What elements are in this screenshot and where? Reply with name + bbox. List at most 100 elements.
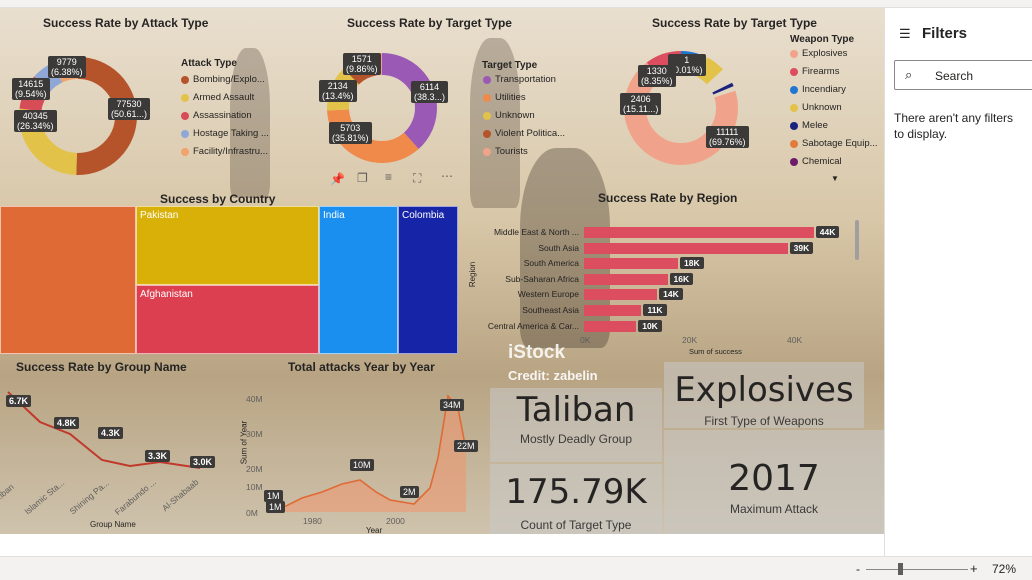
treemap-cell-afghanistan[interactable]: Afghanistan [136, 285, 319, 354]
legend-item[interactable]: Facility/Infrastru... [181, 146, 268, 157]
card-label: Mostly Deadly Group [519, 432, 633, 446]
data-label: 22M [454, 440, 478, 452]
zoom-in-button[interactable]: + [970, 561, 978, 576]
filter-lines-icon[interactable]: ☰ [899, 26, 911, 41]
x-tick: 1980 [303, 516, 322, 526]
background-photo [230, 48, 270, 198]
attack-type-visual[interactable]: Success Rate by Attack Type 9779 (6.38%)… [0, 8, 275, 188]
group-title: Success Rate by Group Name [16, 360, 187, 374]
legend-marker [790, 85, 798, 94]
legend-item[interactable]: Bombing/Explo... [181, 74, 265, 85]
bar[interactable] [584, 273, 668, 285]
legend-item[interactable]: Armed Assault [181, 92, 254, 103]
country-treemap-visual[interactable]: Success by Country Pakistan Afghanistan … [0, 190, 460, 355]
more-options-icon[interactable]: ⋯ [441, 169, 453, 183]
legend-marker [790, 103, 798, 112]
slice-unknown[interactable] [327, 53, 437, 163]
region-x-axis-label: Sum of success [689, 347, 742, 356]
filters-pane: ☰ Filters ⌕ Search There aren't any filt… [884, 8, 1032, 556]
card-max-year[interactable]: 2017 Maximum Attack [664, 430, 884, 534]
group-x-axis-label: Group Name [90, 520, 136, 529]
legend-item[interactable]: Chemical [790, 156, 842, 167]
stock-watermark: iStock [508, 342, 566, 363]
group-line[interactable] [7, 391, 201, 469]
legend-marker [483, 147, 491, 156]
card-value: 175.79K [505, 472, 647, 512]
treemap-cell-colombia[interactable]: Colombia [398, 206, 458, 354]
group-line-visual[interactable]: Success Rate by Group Name 6.7K 4.8K 4.3… [0, 358, 230, 534]
card-value: Explosives [674, 370, 854, 410]
legend-item[interactable]: Hostage Taking ... [181, 128, 269, 139]
legend-item[interactable]: Tourists [483, 146, 528, 157]
bar[interactable] [584, 227, 814, 238]
legend-item[interactable]: Unknown [790, 102, 842, 113]
data-label: 1 (0.01%) [668, 54, 706, 76]
filters-search-box[interactable]: ⌕ Search [894, 60, 1032, 90]
target-type-visual[interactable]: Success Rate by Target Type 1571 (9.86%)… [275, 8, 575, 188]
year-y-axis-label: Sum of Year [239, 420, 249, 465]
data-label: 2M [400, 486, 419, 498]
legend-item[interactable]: Transportation [483, 74, 556, 85]
treemap-cell-india[interactable]: India [319, 206, 398, 354]
legend-item[interactable]: Melee [790, 120, 828, 131]
filters-title: Filters [922, 25, 968, 42]
focus-mode-icon[interactable]: ⛶ [413, 171, 422, 185]
card-label: First Type of Weapons [704, 414, 824, 428]
year-area-chart[interactable] [264, 388, 474, 513]
chevron-down-icon[interactable]: ▼ [831, 174, 839, 183]
legend-marker [790, 67, 798, 76]
scrollbar[interactable] [855, 220, 859, 260]
card-weapon[interactable]: Explosives First Type of Weapons [664, 362, 864, 428]
bar[interactable] [584, 258, 678, 270]
filters-empty-text: There aren't any filters to display. [894, 111, 1014, 141]
legend-item[interactable]: Incendiary [790, 84, 846, 95]
legend-label: Melee [802, 120, 828, 131]
legend-item[interactable]: Utilities [483, 92, 526, 103]
bar[interactable] [584, 320, 637, 332]
weapon-type-visual[interactable]: Success Rate by Target Type 1 (0.01%) 13… [575, 8, 880, 193]
zoom-out-button[interactable]: - [856, 562, 860, 576]
bar-category-label: Western Europe [517, 289, 579, 300]
bar[interactable] [584, 289, 658, 301]
year-area-visual[interactable]: Total attacks Year by Year Sum of Year 4… [228, 358, 483, 534]
card-target-count[interactable]: 175.79K Count of Target Type [490, 464, 662, 534]
bar-data-label: 14K [659, 288, 683, 301]
slice-utilities[interactable] [327, 53, 437, 163]
treemap-cell-pakistan[interactable]: Pakistan [136, 206, 319, 285]
legend-marker [790, 139, 798, 148]
card-deadly-group[interactable]: Taliban Mostly Deadly Group [490, 388, 662, 462]
legend-title: Target Type [482, 60, 538, 71]
legend-item[interactable]: Unknown [483, 110, 535, 121]
bar-data-label: 10K [638, 319, 662, 332]
legend-item[interactable]: Violent Politica... [483, 128, 565, 139]
search-input[interactable]: Search [935, 69, 974, 83]
zoom-slider[interactable] [866, 569, 968, 570]
zoom-slider-thumb[interactable] [898, 563, 903, 575]
legend-item[interactable]: Sabotage Equip... [790, 138, 878, 149]
group-line-chart[interactable] [0, 378, 230, 498]
filter-icon[interactable]: ≡ [385, 170, 393, 184]
copy-icon[interactable]: ❐ [357, 171, 368, 185]
region-bar-visual[interactable]: Success Rate by Region Region Middle Eas… [462, 190, 862, 360]
target-type-donut[interactable] [320, 46, 450, 176]
legend-item[interactable]: Firearms [790, 66, 839, 77]
legend-label: Transportation [495, 74, 556, 85]
legend-marker [181, 75, 189, 84]
legend-label: Chemical [802, 156, 842, 167]
treemap-cell-country[interactable] [0, 206, 136, 354]
legend-title: Attack Type [181, 58, 237, 69]
legend-item[interactable]: Explosives [790, 48, 847, 59]
legend-marker [181, 129, 189, 138]
region-title: Success Rate by Region [598, 191, 738, 205]
stock-credit: Credit: zabelin [508, 368, 598, 383]
bar[interactable] [584, 242, 788, 254]
data-label: 4.3K [98, 427, 124, 439]
legend-label: Unknown [495, 110, 535, 121]
slice-tourists[interactable] [327, 53, 437, 163]
area-line[interactable] [265, 394, 467, 511]
data-label: 9779 (6.38%) [48, 56, 86, 78]
bar[interactable] [584, 305, 642, 316]
legend-item[interactable]: Assassination [181, 110, 252, 121]
data-label: 3.3K [145, 450, 171, 462]
pin-icon[interactable]: 📌 [330, 172, 345, 186]
